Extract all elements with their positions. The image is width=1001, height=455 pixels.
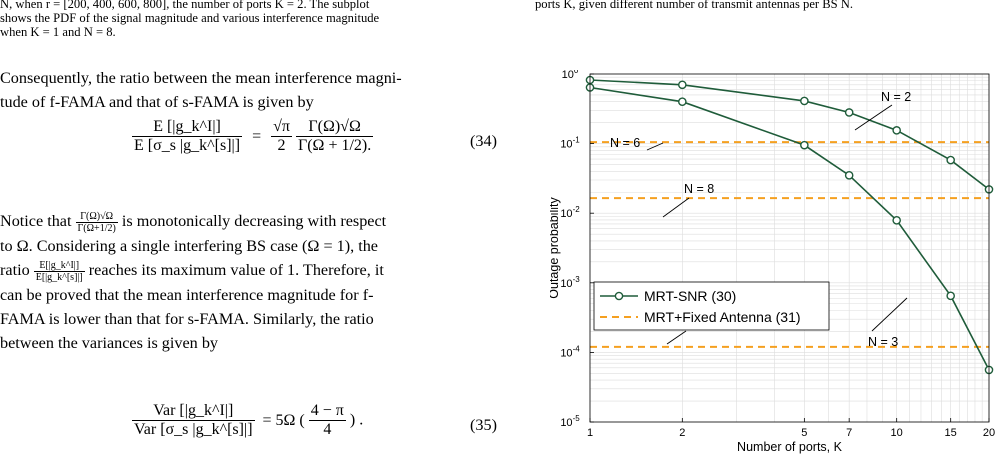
inline-ratio-numerator: E[|g_k^I|] <box>33 260 85 272</box>
eq35-lhs-fraction: Var [|g_k^I|] Var [σ_s |g_k^[s]|] <box>132 402 255 439</box>
y-tick-label: 10-4 <box>560 344 580 359</box>
eq35-lhs-denominator: Var [σ_s |g_k^[s]|] <box>134 421 253 438</box>
x-tick-label: 1 <box>587 427 593 439</box>
text-line: to Ω. Considering a single interfering B… <box>0 236 378 255</box>
figure-caption-right: ports K, given different number of trans… <box>535 0 995 11</box>
text-line: FAMA is lower than that for s-FAMA. Simi… <box>0 309 374 328</box>
annotation-pointer <box>871 297 908 332</box>
x-tick-label: 7 <box>846 427 852 439</box>
text-fragment: ratio <box>0 260 30 279</box>
text-line: Consequently, the ratio between the mean… <box>0 69 402 87</box>
eq34-lhs-denominator: E [σ_s |g_k^[s]|] <box>134 137 241 154</box>
y-tick-label: 100 <box>562 70 579 81</box>
equation-35: Var [|g_k^I|] Var [σ_s |g_k^[s]|] = 5Ω (… <box>132 402 363 439</box>
outage-probability-chart: N = 2N = 6N = 8N = 3N = 12 125710152010-… <box>550 70 995 454</box>
data-point-marker <box>800 96 809 106</box>
eq34-coefficient: √π 2 <box>271 118 292 155</box>
text-line: between the variances is given by <box>0 333 219 352</box>
eq34-rhs-denominator: Γ(Ω + 1/2). <box>297 137 372 154</box>
data-point-marker <box>800 140 809 150</box>
x-axis-label: Number of ports, K <box>737 440 843 454</box>
data-point-marker <box>946 291 955 301</box>
annotation-label: N = 2 <box>881 90 911 104</box>
text-fragment: Notice that <box>0 212 72 230</box>
solid-series-group <box>585 75 994 375</box>
data-point-marker <box>946 155 955 165</box>
eq35-rhs-denominator: 4 <box>323 421 332 438</box>
x-tick-label: 15 <box>945 427 957 439</box>
text-fragment: reaches its maximum value of 1. Therefor… <box>88 260 384 279</box>
annotation-label: N = 3 <box>868 335 898 349</box>
x-tick-label: 10 <box>891 427 903 439</box>
data-point-marker <box>892 126 901 135</box>
annotation-pointer <box>646 142 664 151</box>
eq35-rhs-numerator: 4 − π <box>308 402 346 421</box>
legend-entry-label: MRT+Fixed Antenna (31) <box>644 309 801 325</box>
data-point-marker <box>892 216 901 225</box>
equation-34: E [|g_k^I|] E [σ_s |g_k^[s]|] = √π 2 Γ(Ω… <box>132 118 374 155</box>
legend-swatch-marker <box>614 291 624 301</box>
x-tick-label: 20 <box>983 427 995 439</box>
caption-line: shows the PDF of the signal magnitude an… <box>0 11 380 25</box>
dashed-series-group <box>590 141 989 348</box>
y-tick-label: 10-5 <box>560 414 580 429</box>
data-point-marker <box>844 171 854 180</box>
caption-line: when K = 1 and N = 8. <box>0 25 116 39</box>
text-line: ratio E[|g_k^I|] E[|g_k^[s]|] reaches it… <box>0 258 505 283</box>
inline-fraction: Γ(Ω)√Ω Γ(Ω+1/2) <box>75 211 118 234</box>
paragraph-ratio-intro: Consequently, the ratio between the mean… <box>0 66 505 114</box>
eq34-coef-numerator: √π <box>271 118 292 137</box>
y-axis-label: Outage probability <box>550 197 561 299</box>
inline-fraction-denominator: Γ(Ω+1/2) <box>77 222 116 234</box>
text-line: Notice that Γ(Ω)√Ω Γ(Ω+1/2) is monotonic… <box>0 209 505 234</box>
equation-number-34: (34) <box>470 132 497 150</box>
annotation-pointer <box>662 197 690 218</box>
figure-caption-left: N, when r = [200, 400, 600, 800], the nu… <box>0 0 500 39</box>
chart-grid <box>589 74 990 423</box>
text-fragment: is monotonically decreasing with respect <box>121 212 387 230</box>
eq35-close: ) . <box>349 411 364 429</box>
eq34-lhs-numerator: E [|g_k^I|] <box>132 118 243 137</box>
eq35-lhs-numerator: Var [|g_k^I|] <box>132 402 255 421</box>
x-tick-label: 2 <box>679 427 685 439</box>
y-tick-label: 10-2 <box>560 205 580 220</box>
data-point-marker <box>678 97 687 106</box>
eq34-lhs-fraction: E [|g_k^I|] E [σ_s |g_k^[s]|] <box>132 118 243 155</box>
eq35-rhs: = 5Ω ( <box>262 411 305 429</box>
inline-ratio-fraction: E[|g_k^I|] E[|g_k^[s]|] <box>33 260 85 283</box>
y-tick-label: 10-3 <box>560 275 580 290</box>
caption-line: N, when r = [200, 400, 600, 800], the nu… <box>0 0 370 11</box>
paragraph-monotonic: Notice that Γ(Ω)√Ω Γ(Ω+1/2) is monotonic… <box>0 209 505 355</box>
legend-entry-label: MRT-SNR (30) <box>644 288 736 304</box>
inline-fraction-numerator: Γ(Ω)√Ω <box>75 211 118 223</box>
y-tick-label: 10-1 <box>560 136 580 151</box>
eq34-rhs-numerator: Γ(Ω)√Ω <box>295 118 374 137</box>
data-point-marker <box>678 80 687 90</box>
annotation-label: N = 6 <box>610 136 640 150</box>
annotation-pointer <box>854 104 893 131</box>
eq34-coef-denominator: 2 <box>277 137 286 154</box>
text-line: can be proved that the mean interference… <box>0 285 374 304</box>
equation-number-35: (35) <box>470 416 497 434</box>
inline-ratio-denominator: E[|g_k^[s]|] <box>35 271 83 283</box>
x-tick-label: 5 <box>801 427 807 439</box>
plot-frame <box>589 73 990 423</box>
tick-label-group: 1 2 5 7 10 15 20 10-5 10-4 10-3 10-2 10-1 100 <box>560 70 995 439</box>
text-line: tude of f-FAMA and that of s-FAMA is giv… <box>0 93 314 111</box>
annotation-pointer <box>666 330 687 345</box>
eq34-rhs-fraction: Γ(Ω)√Ω Γ(Ω + 1/2). <box>295 118 374 155</box>
eq35-rhs-fraction: 4 − π 4 <box>308 402 346 439</box>
legend-box <box>593 281 830 331</box>
eq34-equals: = <box>252 127 262 145</box>
caption-line: ports K, given different number of trans… <box>535 0 854 11</box>
data-point-marker <box>844 108 854 117</box>
legend: MRT-SNR (30) MRT+Fixed Antenna (31) <box>593 281 830 331</box>
annotation-label: N = 8 <box>684 182 714 196</box>
